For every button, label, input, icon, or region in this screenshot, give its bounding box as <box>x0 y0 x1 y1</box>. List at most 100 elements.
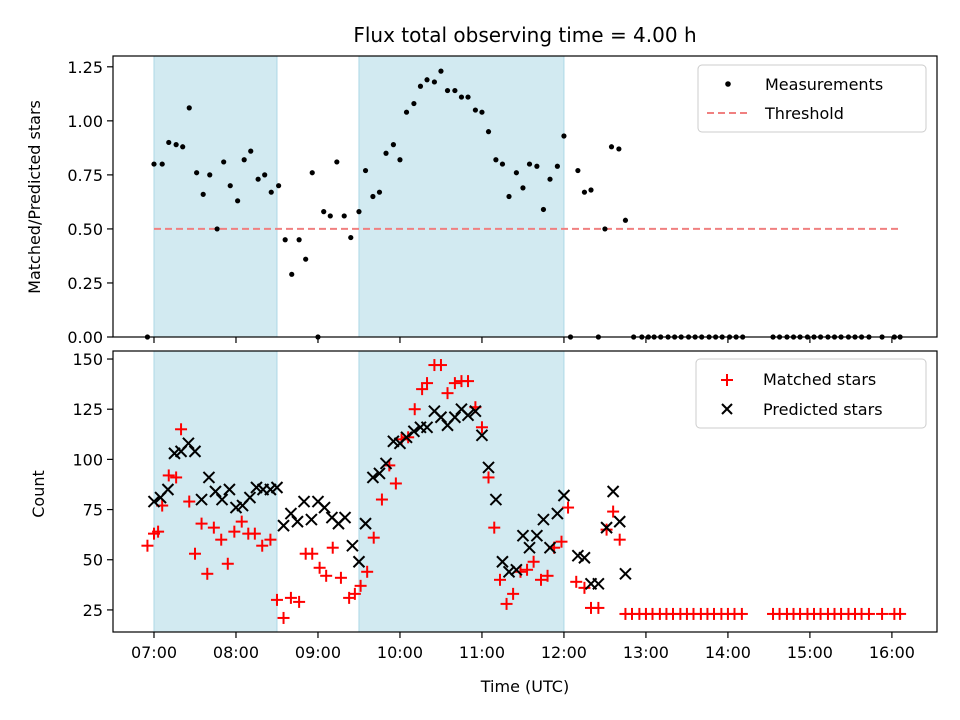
x-tick-label: 07:00 <box>131 643 177 662</box>
matched-point <box>607 505 620 518</box>
predicted-point <box>530 529 544 542</box>
matched-point <box>375 493 388 506</box>
predicted-point <box>543 541 557 554</box>
predicted-point <box>592 577 605 591</box>
measurement-point <box>194 170 200 176</box>
measurement-point <box>362 167 369 174</box>
matched-legend-label: Matched stars <box>763 370 876 389</box>
predicted-point <box>407 425 421 438</box>
matched-point <box>514 565 527 578</box>
predicted-point <box>613 515 626 528</box>
measurement-point <box>321 209 327 215</box>
predicted-point <box>516 529 530 542</box>
matched-point <box>188 547 201 560</box>
measurement-point <box>403 109 410 115</box>
y-tick-label: 0.25 <box>67 274 103 293</box>
predicted-point <box>305 513 318 526</box>
measurements-series <box>144 68 903 340</box>
x-axis-label: Time (UTC) <box>480 677 569 696</box>
measurement-point <box>602 226 608 232</box>
bottom-shaded-interval <box>358 350 565 633</box>
x-tick-label: 14:00 <box>705 643 751 662</box>
y-tick-label: 0.75 <box>67 166 103 185</box>
predicted-point <box>366 471 380 484</box>
measurements-legend-label: Measurements <box>765 75 883 94</box>
predicted-point <box>188 445 202 458</box>
predicted-point <box>161 483 175 496</box>
predicted-point <box>291 515 304 528</box>
matched-point <box>248 527 261 540</box>
matched-point <box>402 431 415 444</box>
matched-point <box>600 523 613 536</box>
matched-point <box>320 569 333 582</box>
matched-point <box>235 515 248 528</box>
matched-point <box>735 607 748 620</box>
predicted-point <box>496 555 509 568</box>
predicted-point <box>502 565 516 578</box>
measurement-point <box>248 148 254 154</box>
x-tick-label: 09:00 <box>295 643 341 662</box>
matched-stars-series <box>141 359 907 624</box>
predicted-point <box>318 501 331 514</box>
bottom-legend: Matched stars Predicted stars <box>695 358 927 429</box>
x-tick-label: 15:00 <box>787 643 833 662</box>
measurement-point <box>444 87 451 94</box>
predicted-point <box>420 421 434 434</box>
measurement-point <box>296 237 302 243</box>
measurement-point <box>348 234 354 241</box>
measurement-point <box>452 87 458 94</box>
measurement-point <box>303 256 309 262</box>
matched-point <box>354 579 367 592</box>
predicted-point <box>215 493 229 506</box>
predicted-point <box>557 489 571 502</box>
predicted-point <box>284 507 298 520</box>
measurement-point <box>341 213 347 219</box>
measurement-point <box>262 172 268 178</box>
matched-point <box>348 587 361 600</box>
matched-legend-marker <box>721 374 733 386</box>
y-tick-label: 25 <box>83 601 103 620</box>
y-tick-label: 1.25 <box>67 58 103 77</box>
measurement-point <box>499 161 506 167</box>
matched-point <box>152 525 165 538</box>
predicted-point <box>243 491 257 504</box>
measurement-point <box>282 237 288 243</box>
predicted-point <box>359 517 372 530</box>
measurement-point <box>506 193 512 200</box>
measurement-point <box>151 161 157 167</box>
predicted-point <box>448 411 462 424</box>
top-panel-x-ticks <box>153 337 893 343</box>
measurement-point <box>458 94 465 100</box>
matched-point <box>862 607 875 620</box>
predicted-point <box>489 493 503 506</box>
matched-point <box>570 575 583 588</box>
predicted-stars-series <box>147 403 632 591</box>
matched-point <box>416 383 429 396</box>
predicted-legend-label: Predicted stars <box>763 400 883 419</box>
top-y-axis-label: Matched/Predicted stars <box>25 100 44 294</box>
y-tick-label: 0.50 <box>67 220 103 239</box>
matched-point <box>493 573 506 586</box>
matched-point <box>876 607 889 620</box>
predicted-point <box>223 483 236 496</box>
matched-point <box>482 471 495 484</box>
measurement-point <box>540 206 547 213</box>
matched-point <box>367 531 380 544</box>
measurement-point <box>616 146 622 152</box>
x-tick-label: 13:00 <box>623 643 669 662</box>
matched-point <box>488 521 501 534</box>
matched-point <box>894 607 907 620</box>
top-panel-shaded-intervals <box>153 55 565 338</box>
predicted-point <box>523 541 536 554</box>
matched-point <box>534 573 547 586</box>
matched-point <box>175 423 188 436</box>
x-tick-label: 10:00 <box>377 643 423 662</box>
predicted-legend-marker <box>721 403 733 415</box>
measurement-point <box>534 163 540 169</box>
measurement-point <box>159 161 165 167</box>
matched-point <box>334 571 347 584</box>
predicted-point <box>373 467 386 480</box>
matched-point <box>141 539 154 552</box>
matched-point <box>284 591 297 604</box>
